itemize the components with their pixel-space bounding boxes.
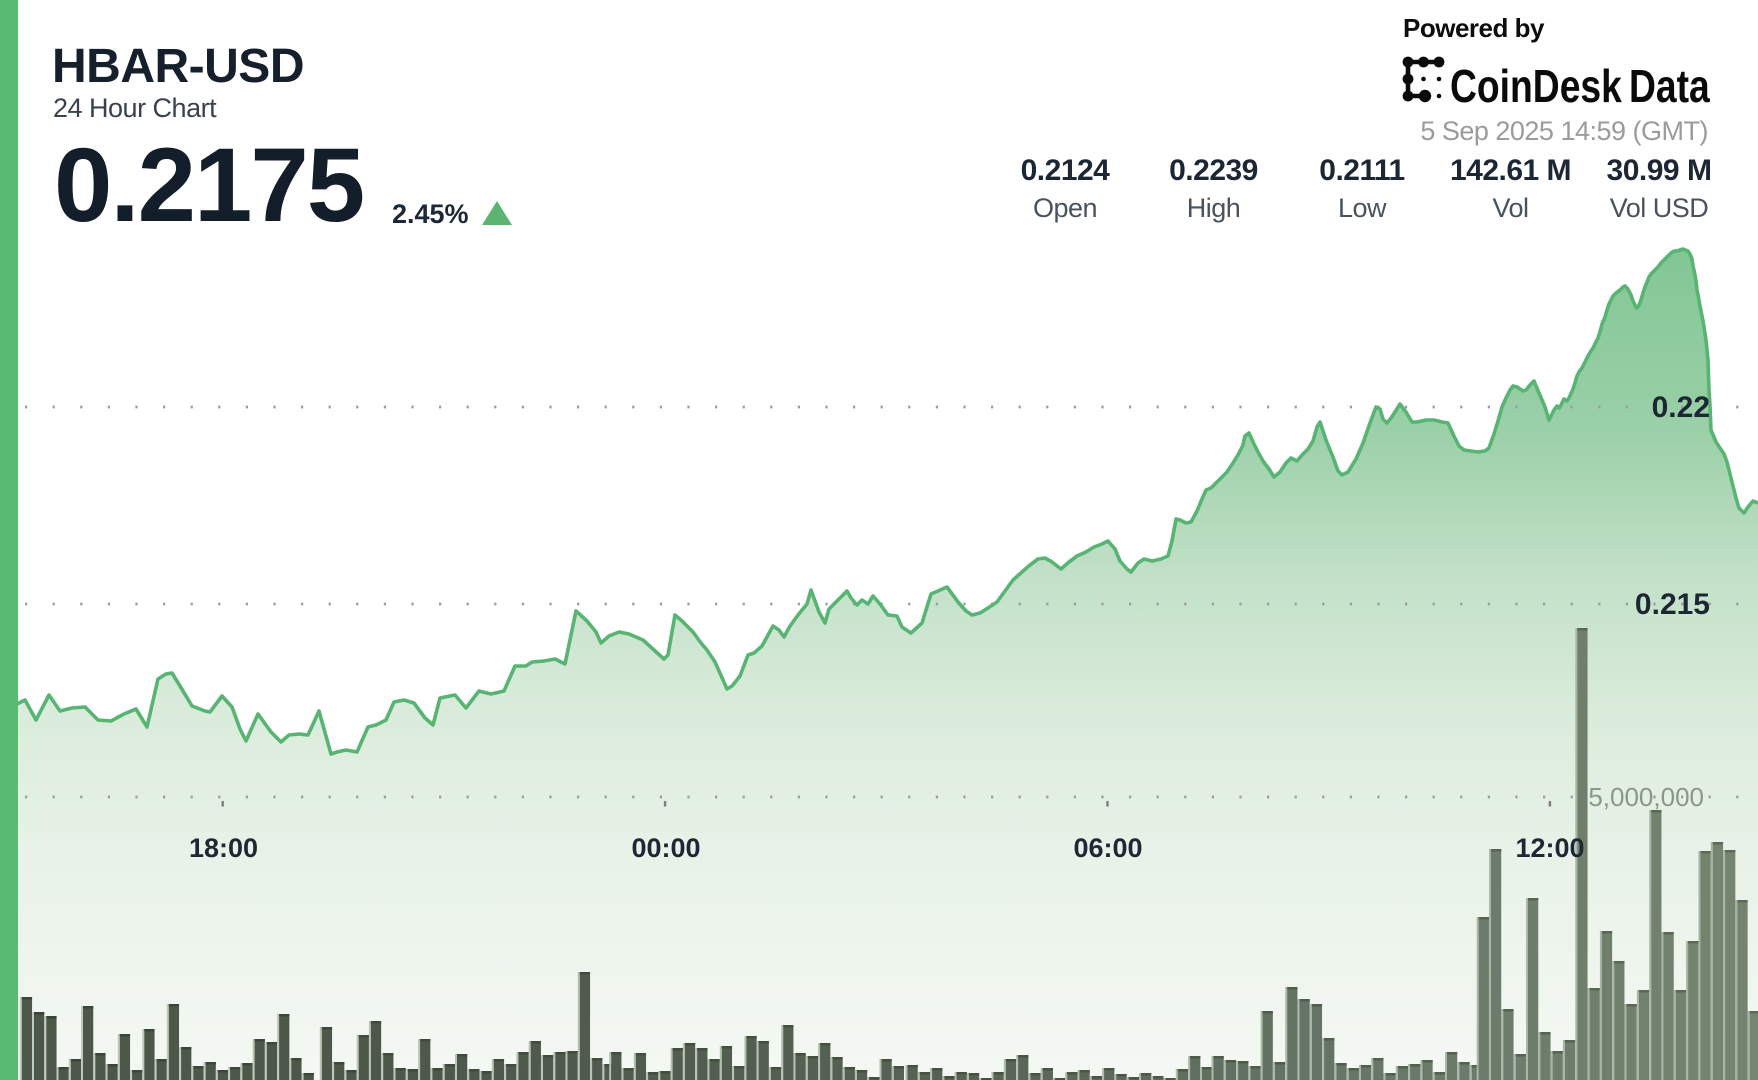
svg-text:5,000,000: 5,000,000: [1588, 782, 1704, 812]
svg-text:0.22: 0.22: [1652, 391, 1710, 424]
svg-text:0.215: 0.215: [1635, 588, 1710, 621]
